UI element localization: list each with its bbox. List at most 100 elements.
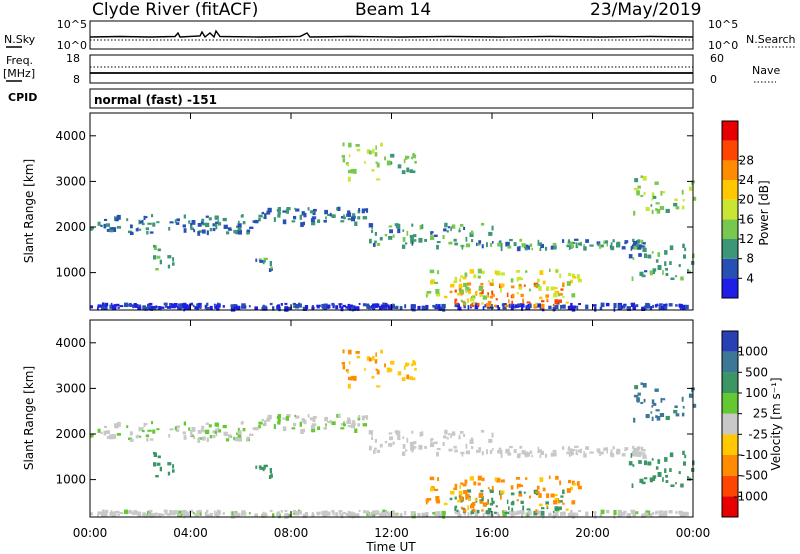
echo-cell xyxy=(403,365,406,370)
echo-cell xyxy=(528,288,531,292)
echo-cell xyxy=(410,444,414,449)
echo-cell xyxy=(558,293,563,296)
colorbar-tick-label: -100 xyxy=(741,448,768,462)
echo-cell xyxy=(357,209,361,214)
echo-cell xyxy=(254,426,259,431)
echo-cell xyxy=(684,247,687,252)
echo-cell xyxy=(340,216,344,219)
echo-cell xyxy=(145,434,150,438)
echo-cell xyxy=(369,238,372,244)
echo-cell xyxy=(501,510,504,514)
echo-cell xyxy=(449,497,453,501)
echo-cell xyxy=(664,261,667,266)
echo-cell xyxy=(640,239,644,245)
echo-cell xyxy=(546,297,548,301)
echo-cell xyxy=(258,217,261,222)
echo-cell xyxy=(264,213,267,218)
echo-cell xyxy=(151,305,156,309)
echo-cell xyxy=(234,513,239,517)
echo-cell xyxy=(104,425,108,428)
echo-cell xyxy=(159,306,162,310)
echo-cell xyxy=(237,427,240,431)
colorbar-segment xyxy=(722,393,738,414)
echo-cell xyxy=(195,306,199,310)
echo-cell xyxy=(115,510,120,514)
echo-cell xyxy=(458,513,462,518)
echo-patch-3600km-noon xyxy=(341,142,386,182)
echo-cell xyxy=(176,306,180,309)
echo-cell xyxy=(510,485,514,490)
echo-cell xyxy=(312,208,317,212)
nsky-tick-bottom: 10^0 xyxy=(57,39,87,52)
echo-cell xyxy=(640,175,643,178)
echo-cell xyxy=(465,289,468,293)
echo-cell xyxy=(457,499,461,503)
echo-cell xyxy=(430,487,434,492)
echo-cell xyxy=(459,496,464,501)
echo-cell xyxy=(540,303,545,309)
echo-cell xyxy=(568,452,571,457)
echo-cell xyxy=(412,305,415,309)
echo-cell xyxy=(103,223,107,229)
echo-cell xyxy=(635,511,639,515)
echo-cell xyxy=(538,303,541,307)
echo-cell xyxy=(299,214,302,220)
echo-cell xyxy=(656,209,661,214)
echo-cell xyxy=(461,245,464,250)
echo-cell xyxy=(240,421,244,425)
echo-cell xyxy=(419,224,422,230)
ytick-label: 2000 xyxy=(55,427,86,441)
echo-cell xyxy=(674,198,678,201)
echo-cell xyxy=(647,461,652,466)
echo-cell xyxy=(505,241,510,247)
echo-cell xyxy=(383,513,388,518)
echo-cell xyxy=(576,305,579,310)
echo-cell xyxy=(675,482,677,485)
power-colorbar-label: Power [dB] xyxy=(757,180,771,245)
echo-cell xyxy=(633,417,636,423)
echo-cell xyxy=(635,244,639,247)
echo-cell xyxy=(142,512,146,517)
echo-cell xyxy=(489,490,494,493)
echo-cell xyxy=(568,272,572,277)
echo-cell xyxy=(660,397,663,403)
echo-cell xyxy=(650,411,653,414)
echo-cell xyxy=(144,216,148,219)
echo-cell xyxy=(639,271,644,276)
echo-cell xyxy=(508,510,511,515)
echo-cell xyxy=(311,428,316,433)
echo-cell xyxy=(650,204,653,207)
echo-cell xyxy=(630,453,633,458)
echo-cell xyxy=(634,452,636,457)
echo-cell xyxy=(430,442,435,448)
echo-cell xyxy=(216,513,220,518)
echo-cell xyxy=(231,511,234,516)
echo-cell xyxy=(491,290,494,295)
echo-cell xyxy=(321,303,325,309)
echo-cell xyxy=(572,305,577,309)
echo-cell xyxy=(104,303,108,307)
echo-cell xyxy=(149,231,154,234)
echo-cell xyxy=(665,415,670,420)
echo-cell xyxy=(610,449,613,454)
echo-cell xyxy=(163,509,168,513)
colorbar-segment xyxy=(722,199,738,220)
echo-cell xyxy=(460,275,464,278)
echo-cell xyxy=(399,513,403,517)
echo-cell xyxy=(651,209,654,214)
echo-cell xyxy=(321,510,325,516)
echo-cell xyxy=(387,513,391,517)
echo-cell xyxy=(348,361,351,365)
echo-cell xyxy=(397,371,402,376)
echo-cell xyxy=(405,242,408,245)
echo-cell xyxy=(347,210,351,214)
echo-cell xyxy=(658,306,662,310)
echo-cell xyxy=(109,304,112,309)
echo-cell xyxy=(174,426,177,431)
echo-cell xyxy=(355,351,360,354)
echo-cell xyxy=(644,512,649,515)
echo-cell xyxy=(413,239,417,242)
echo-cell xyxy=(109,227,114,232)
echo-cell xyxy=(300,429,304,434)
echo-cell xyxy=(358,509,361,512)
